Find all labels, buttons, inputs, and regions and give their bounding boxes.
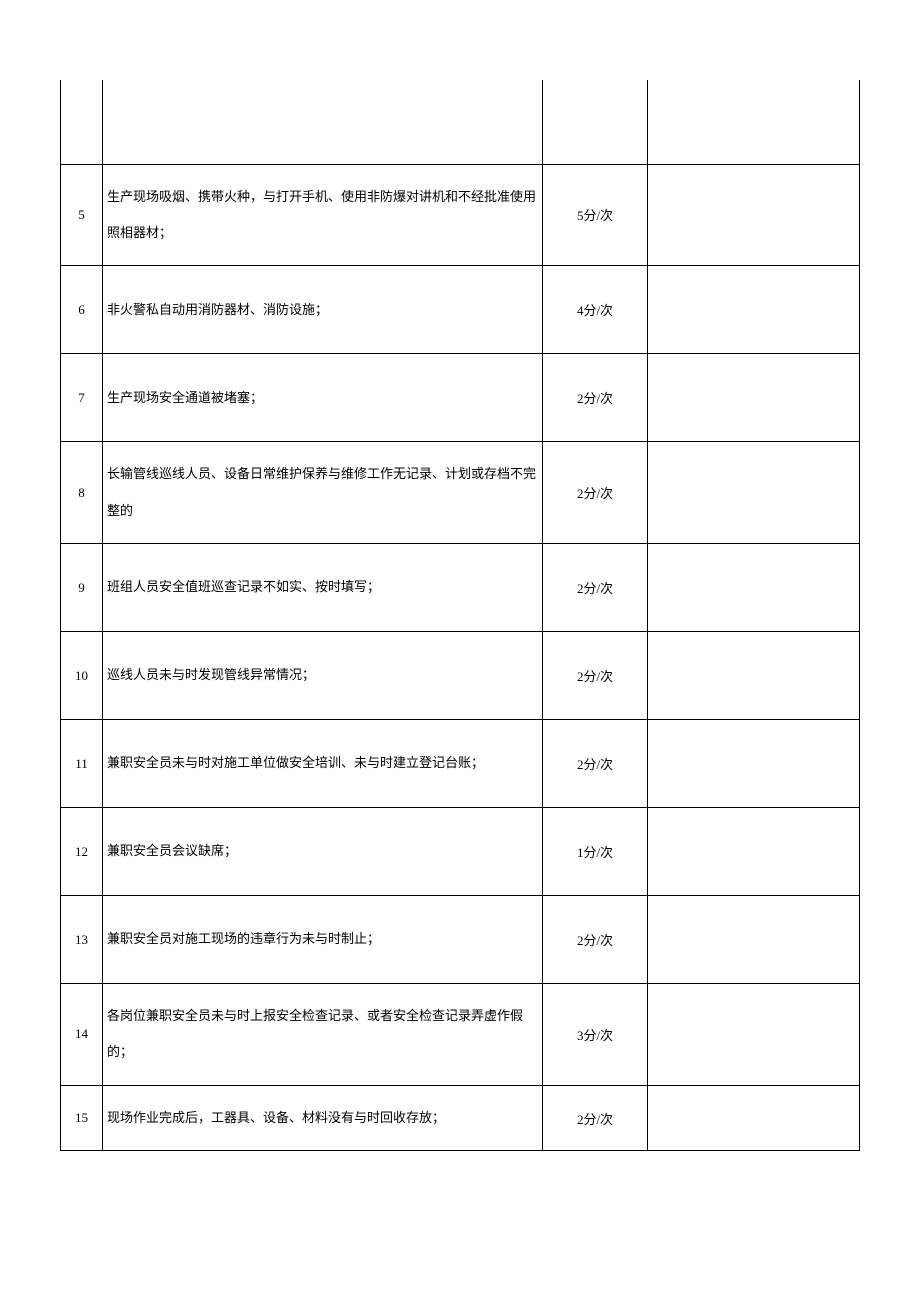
row-description: 巡线人员未与时发现管线异常情况； <box>103 632 543 720</box>
row-score <box>543 80 648 164</box>
row-description: 班组人员安全值班巡查记录不如实、按时填写； <box>103 544 543 632</box>
row-number: 15 <box>61 1085 103 1150</box>
row-description: 兼职安全员对施工现场的违章行为未与时制止； <box>103 896 543 984</box>
row-description: 现场作业完成后，工器具、设备、材料没有与时回收存放； <box>103 1085 543 1150</box>
row-score: 2分/次 <box>543 896 648 984</box>
row-score: 2分/次 <box>543 354 648 442</box>
row-remark <box>648 544 860 632</box>
row-description: 兼职安全员未与时对施工单位做安全培训、未与时建立登记台账； <box>103 720 543 808</box>
row-score: 2分/次 <box>543 544 648 632</box>
row-description <box>103 80 543 164</box>
row-score: 1分/次 <box>543 808 648 896</box>
safety-rules-table: 5生产现场吸烟、携带火种，与打开手机、使用非防爆对讲机和不经批准使用照相器材；5… <box>60 80 860 1151</box>
table-row: 12兼职安全员会议缺席；1分/次 <box>61 808 860 896</box>
table-row: 5生产现场吸烟、携带火种，与打开手机、使用非防爆对讲机和不经批准使用照相器材；5… <box>61 164 860 266</box>
row-number: 10 <box>61 632 103 720</box>
table-row <box>61 80 860 164</box>
row-number <box>61 80 103 164</box>
row-number: 13 <box>61 896 103 984</box>
table-body: 5生产现场吸烟、携带火种，与打开手机、使用非防爆对讲机和不经批准使用照相器材；5… <box>61 80 860 1151</box>
row-remark <box>648 80 860 164</box>
row-number: 7 <box>61 354 103 442</box>
row-remark <box>648 720 860 808</box>
row-score: 3分/次 <box>543 984 648 1086</box>
row-description: 生产现场安全通道被堵塞； <box>103 354 543 442</box>
row-score: 5分/次 <box>543 164 648 266</box>
row-score: 4分/次 <box>543 266 648 354</box>
row-description: 生产现场吸烟、携带火种，与打开手机、使用非防爆对讲机和不经批准使用照相器材； <box>103 164 543 266</box>
table-row: 8长输管线巡线人员、设备日常维护保养与维修工作无记录、计划或存档不完整的2分/次 <box>61 442 860 544</box>
row-number: 12 <box>61 808 103 896</box>
row-description: 非火警私自动用消防器材、消防设施； <box>103 266 543 354</box>
row-remark <box>648 896 860 984</box>
row-remark <box>648 164 860 266</box>
table-row: 9班组人员安全值班巡查记录不如实、按时填写；2分/次 <box>61 544 860 632</box>
row-number: 5 <box>61 164 103 266</box>
row-remark <box>648 632 860 720</box>
table-row: 6非火警私自动用消防器材、消防设施；4分/次 <box>61 266 860 354</box>
row-score: 2分/次 <box>543 632 648 720</box>
row-number: 14 <box>61 984 103 1086</box>
row-remark <box>648 442 860 544</box>
row-number: 6 <box>61 266 103 354</box>
table-row: 13兼职安全员对施工现场的违章行为未与时制止；2分/次 <box>61 896 860 984</box>
table-row: 10巡线人员未与时发现管线异常情况；2分/次 <box>61 632 860 720</box>
row-description: 兼职安全员会议缺席； <box>103 808 543 896</box>
row-score: 2分/次 <box>543 442 648 544</box>
row-remark <box>648 354 860 442</box>
row-remark <box>648 984 860 1086</box>
row-score: 2分/次 <box>543 720 648 808</box>
row-remark <box>648 266 860 354</box>
row-number: 8 <box>61 442 103 544</box>
row-number: 9 <box>61 544 103 632</box>
table-row: 14各岗位兼职安全员未与时上报安全检查记录、或者安全检查记录弄虚作假的；3分/次 <box>61 984 860 1086</box>
table-row: 15现场作业完成后，工器具、设备、材料没有与时回收存放；2分/次 <box>61 1085 860 1150</box>
table-row: 11兼职安全员未与时对施工单位做安全培训、未与时建立登记台账；2分/次 <box>61 720 860 808</box>
row-number: 11 <box>61 720 103 808</box>
table-row: 7生产现场安全通道被堵塞；2分/次 <box>61 354 860 442</box>
row-description: 各岗位兼职安全员未与时上报安全检查记录、或者安全检查记录弄虚作假的； <box>103 984 543 1086</box>
row-remark <box>648 1085 860 1150</box>
row-score: 2分/次 <box>543 1085 648 1150</box>
row-description: 长输管线巡线人员、设备日常维护保养与维修工作无记录、计划或存档不完整的 <box>103 442 543 544</box>
row-remark <box>648 808 860 896</box>
